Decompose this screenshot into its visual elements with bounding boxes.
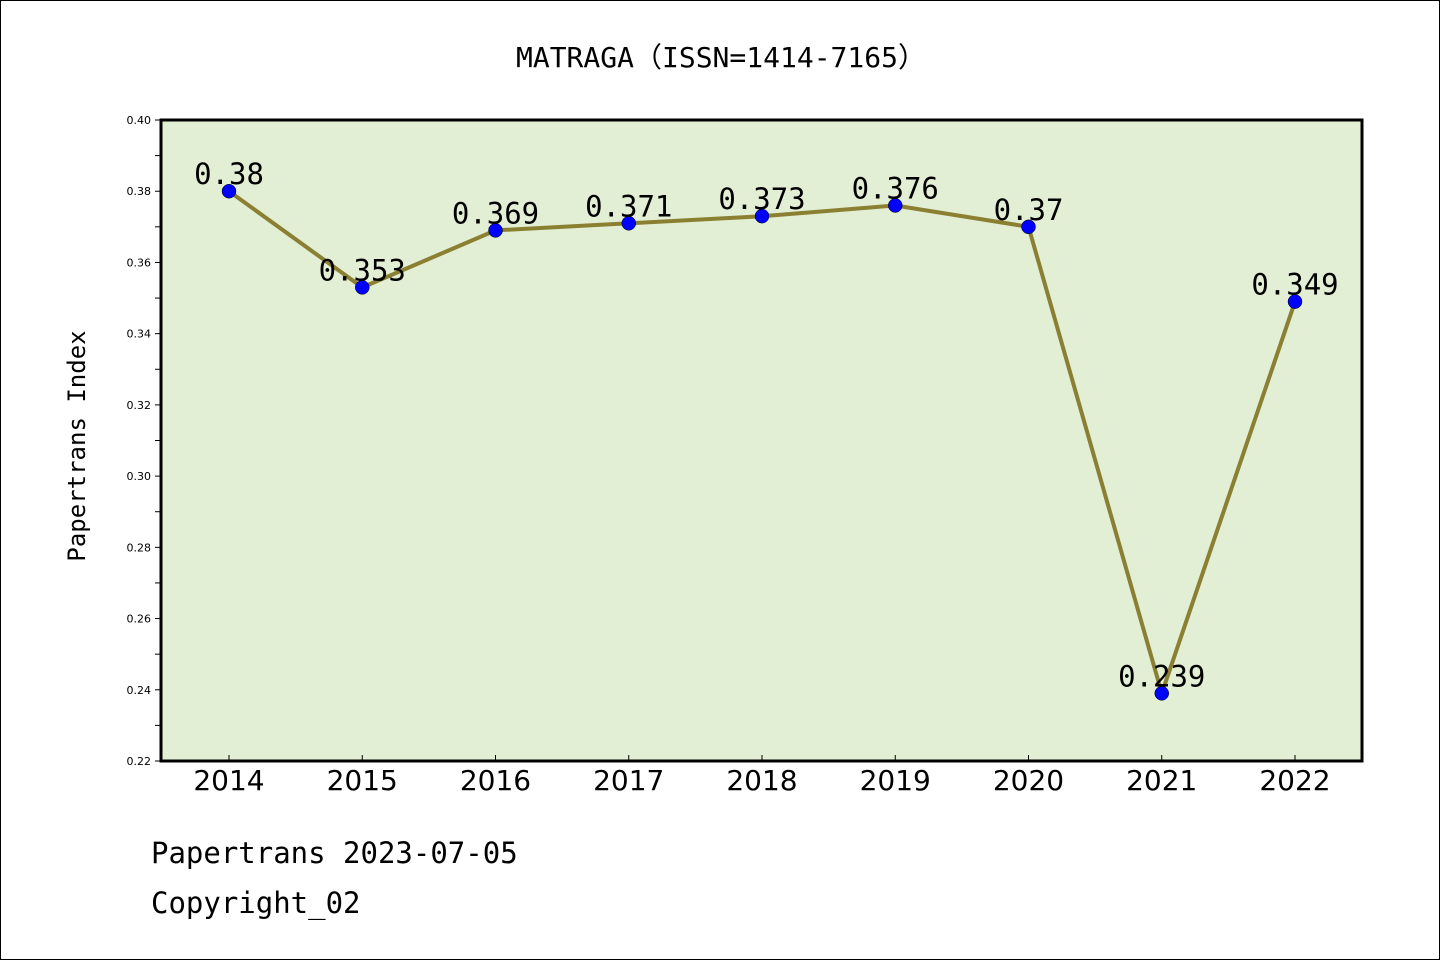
x-tick-label-2021: 2021: [1126, 764, 1197, 797]
y-tick-label-6: 0.34: [127, 328, 152, 341]
data-point-2020: [1021, 219, 1036, 235]
data-point-2014: [221, 183, 237, 199]
data-label-2018: 0.373: [718, 182, 805, 216]
x-tick-label-2020: 2020: [993, 764, 1064, 797]
x-tick-label-2014: 2014: [193, 764, 264, 797]
y-tick-label-7: 0.36: [127, 256, 152, 269]
footer-date: Papertrans 2023-07-05: [151, 836, 518, 870]
data-label-2016: 0.369: [452, 196, 539, 230]
plot-area: [159, 118, 1364, 763]
data-point-2022: [1287, 294, 1303, 309]
data-label-2014: 0.38: [194, 157, 264, 191]
x-tick-label-2015: 2015: [327, 764, 398, 797]
data-label-2020: 0.37: [994, 193, 1064, 227]
data-label-2019: 0.376: [852, 171, 939, 205]
y-tick-label-0: 0.22: [127, 755, 152, 768]
y-tick-label-1: 0.24: [127, 684, 152, 697]
chart-title: MATRAGA（ISSN=1414-7165）: [516, 41, 926, 74]
y-tick-label-4: 0.30: [127, 470, 152, 483]
data-point-2017: [621, 216, 636, 231]
footer-copyright: Copyright_02: [151, 886, 361, 920]
data-point-2019: [888, 198, 903, 213]
data-label-2015: 0.353: [319, 253, 406, 287]
x-tick-label-2016: 2016: [460, 764, 531, 797]
y-tick-label-5: 0.32: [127, 399, 152, 412]
data-point-2016: [488, 223, 503, 238]
y-tick-label-9: 0.40: [127, 114, 152, 127]
data-point-2021: [1154, 686, 1169, 701]
data-label-2017: 0.371: [585, 189, 672, 223]
data-point-2018: [754, 208, 770, 224]
x-axis: 2014 2015 2016 2017 2018 2019 2020 2021 2022: [193, 755, 1331, 797]
series-layer: 0.38 0.353 0.369 0.371 0.373 0.376 0.37 0.239 0.…: [194, 157, 1339, 701]
y-axis-label: Papertrans Index: [63, 330, 91, 561]
data-label-2022: 0.349: [1251, 268, 1338, 302]
x-tick-label-2018: 2018: [726, 764, 797, 797]
y-axis: 0.22 0.24 0.26 0.28 0.30 0.32 0.34 0.36 0.38 0.40: [127, 114, 161, 768]
y-tick-label-3: 0.28: [127, 541, 152, 554]
y-tick-label-2: 0.26: [127, 613, 152, 626]
data-label-2021: 0.239: [1118, 659, 1205, 693]
x-tick-label-2019: 2019: [860, 764, 931, 797]
data-point-2015: [355, 280, 370, 295]
y-tick-label-8: 0.38: [127, 185, 152, 198]
x-tick-label-2017: 2017: [593, 764, 664, 797]
x-tick-label-2022: 2022: [1259, 764, 1330, 797]
